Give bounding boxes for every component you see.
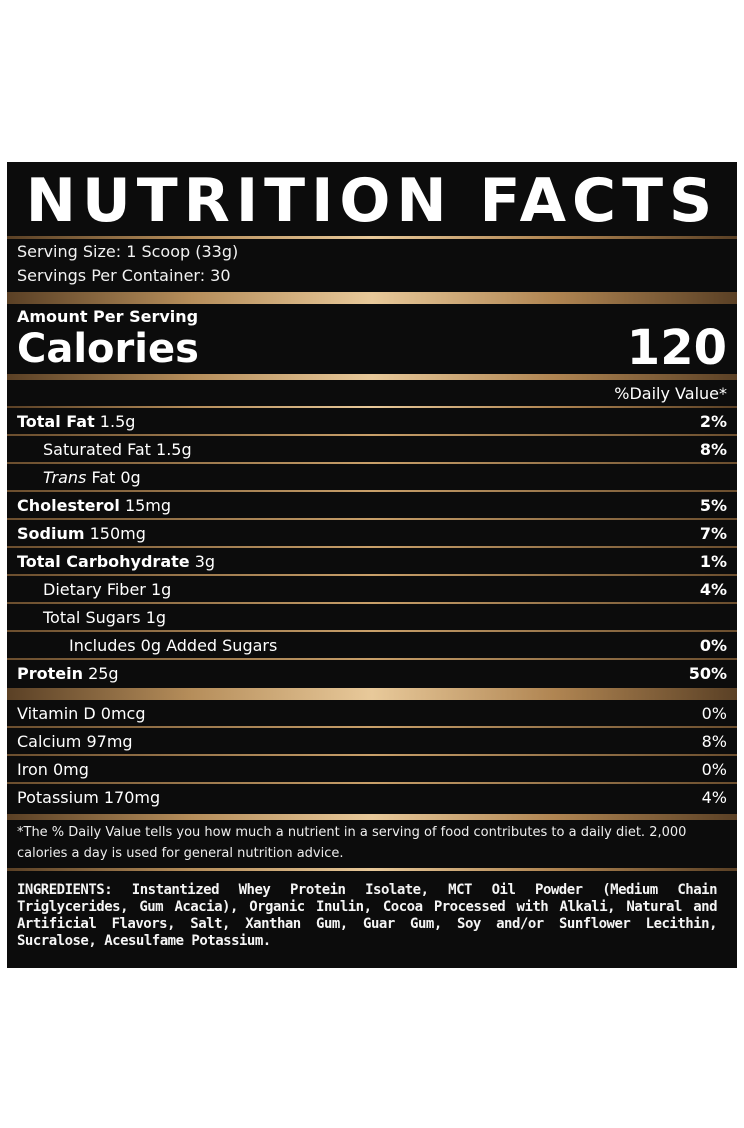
medium-divider — [7, 814, 737, 820]
vitamin-row: Calcium 97mg 8% — [7, 728, 737, 756]
nutrient-percent: 0% — [699, 636, 727, 655]
nutrient-row: Trans Fat 0g — [7, 464, 737, 492]
nutrient-row: Cholesterol 15mg 5% — [7, 492, 737, 520]
vitamin-row: Potassium 170mg 4% — [7, 784, 737, 812]
divider — [7, 406, 737, 408]
nutrient-label: Dietary Fiber 1g — [43, 580, 172, 599]
calories-value: 120 — [626, 320, 727, 376]
nutrient-percent: 1% — [699, 552, 727, 571]
servings-per-container: Servings Per Container: 30 — [17, 266, 231, 285]
nutrient-percent: 7% — [699, 524, 727, 543]
calories-label: Calories — [17, 326, 199, 372]
thick-divider — [7, 688, 737, 700]
nutrient-row: Total Sugars 1g — [7, 604, 737, 632]
vitamin-label: Potassium 170mg — [17, 788, 161, 807]
amount-per-serving: Amount Per Serving — [17, 307, 199, 326]
nutrient-percent: 8% — [699, 440, 727, 459]
vitamin-percent: 8% — [701, 732, 727, 751]
divider — [7, 236, 737, 239]
nutrient-label: Trans Fat 0g — [43, 468, 141, 487]
nutrient-label: Total Carbohydrate 3g — [17, 552, 216, 571]
daily-value-footnote: *The % Daily Value tells you how much a … — [17, 825, 687, 861]
nutrition-facts-title: NUTRITION FACTS — [25, 166, 719, 236]
nutrient-row: Total Fat 1.5g 2% — [7, 408, 737, 436]
nutrient-label: Saturated Fat 1.5g — [43, 440, 192, 459]
vitamin-percent: 0% — [701, 760, 727, 779]
nutrient-row: Sodium 150mg 7% — [7, 520, 737, 548]
nutrient-row: Saturated Fat 1.5g 8% — [7, 436, 737, 464]
nutrient-percent: 4% — [699, 580, 727, 599]
nutrient-label: Sodium 150mg — [17, 524, 146, 543]
nutrient-label: Total Sugars 1g — [43, 608, 167, 627]
nutrient-row: Includes 0g Added Sugars 0% — [7, 632, 737, 660]
vitamin-label: Calcium 97mg — [17, 732, 133, 751]
vitamin-label: Iron 0mg — [17, 760, 89, 779]
nutrient-row: Dietary Fiber 1g 4% — [7, 576, 737, 604]
vitamin-percent: 0% — [701, 704, 727, 723]
divider — [7, 868, 737, 871]
nutrient-percent: 2% — [699, 412, 727, 431]
thick-divider — [7, 292, 737, 304]
medium-divider — [7, 374, 737, 380]
nutrient-label: Total Fat 1.5g — [17, 412, 136, 431]
nutrient-label: Includes 0g Added Sugars — [69, 636, 278, 655]
serving-size: Serving Size: 1 Scoop (33g) — [17, 242, 239, 261]
vitamin-row: Iron 0mg 0% — [7, 756, 737, 784]
nutrient-label: Protein 25g — [17, 664, 119, 683]
vitamin-label: Vitamin D 0mcg — [17, 704, 146, 723]
nutrient-row: Total Carbohydrate 3g 1% — [7, 548, 737, 576]
vitamin-percent: 4% — [701, 788, 727, 807]
ingredients-text: INGREDIENTS: Instantized Whey Protein Is… — [17, 882, 718, 949]
vitamin-row: Vitamin D 0mcg 0% — [7, 700, 737, 728]
nutrient-percent: 5% — [699, 496, 727, 515]
nutrition-facts-panel: NUTRITION FACTS Serving Size: 1 Scoop (3… — [7, 162, 737, 968]
daily-value-header: %Daily Value* — [614, 384, 727, 403]
nutrient-label: Cholesterol 15mg — [17, 496, 172, 515]
nutrient-percent: 50% — [688, 664, 727, 683]
nutrient-row: Protein 25g 50% — [7, 660, 737, 688]
